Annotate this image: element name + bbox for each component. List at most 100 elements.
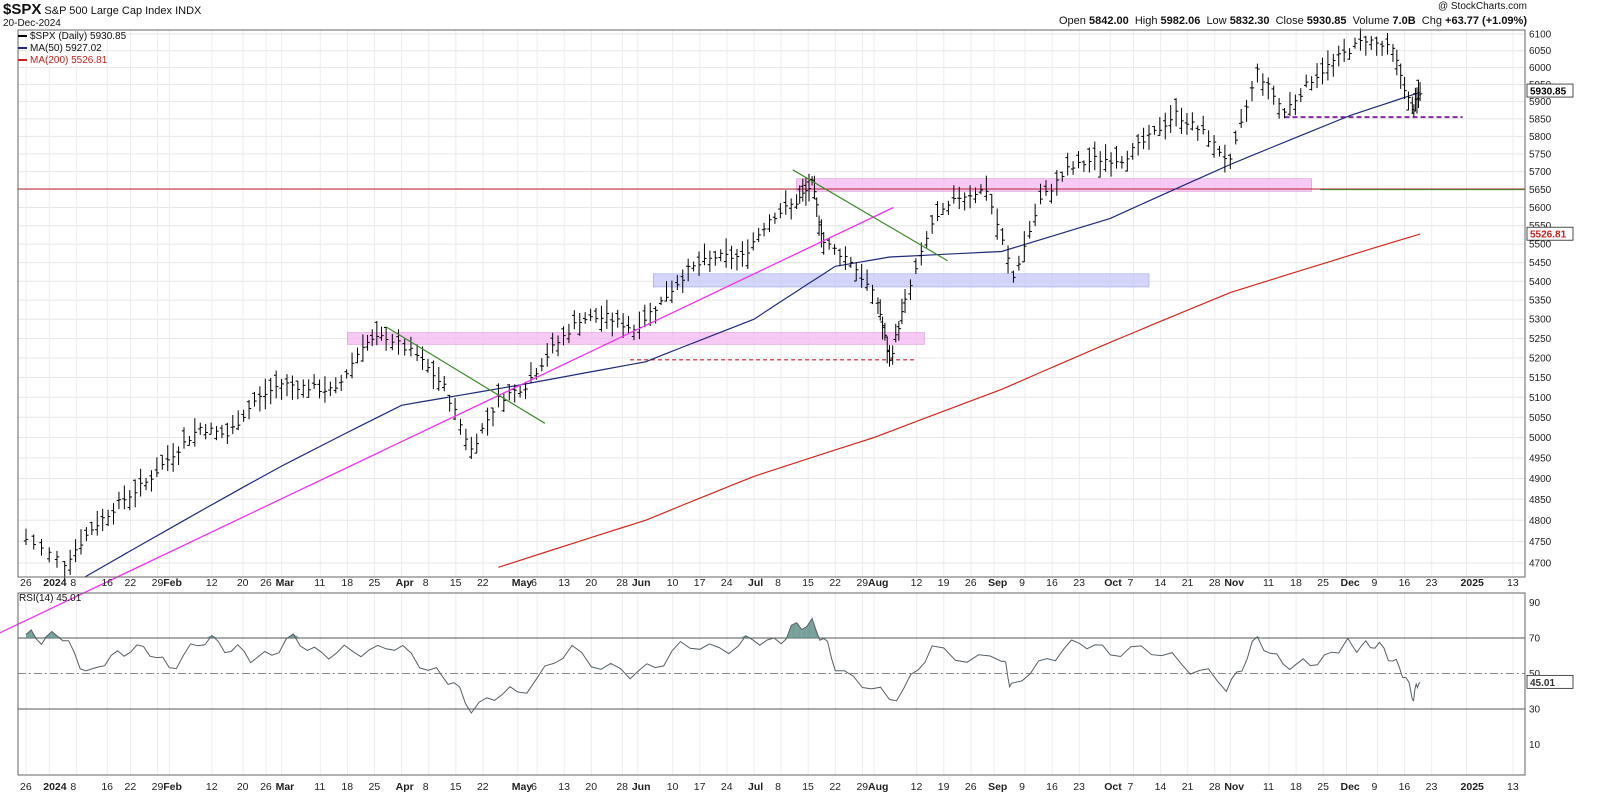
rsi-overbought-fill [812,618,816,638]
close-label: Close [1275,15,1304,27]
date-tick-label: 11 [1263,577,1274,589]
price-tick-label: 5800 [1529,132,1552,143]
moving-averages [83,91,1421,577]
price-tick-label: 5450 [1529,258,1552,269]
date-tick-label: 6 [531,577,537,589]
rsi-tick-label: 90 [1529,598,1541,609]
legend-swatch [18,47,27,50]
price-tick-label: 5300 [1529,315,1552,326]
horizontal-lines [18,116,1525,361]
date-tick-label: 29 [856,577,868,589]
date-tick-label: 7 [1128,781,1134,793]
price-tick-label: 4700 [1529,559,1552,570]
date-tick-label: Mar [276,781,295,793]
date-tick-label: 26 [965,781,977,793]
rsi-tick-label: 30 [1529,705,1541,716]
date-tick-label: 28 [1209,781,1221,793]
date-tick-label: 9 [1019,781,1025,793]
price-tick-label: 5750 [1529,149,1552,160]
rsi-value-tag: 45.01 [1530,678,1555,689]
date-tick-label: 17 [694,781,706,793]
frame [17,29,1526,776]
date-tick-label: 22 [125,781,137,793]
date-tick-label: 10 [667,577,679,589]
date-tick-label: Jul [748,781,763,793]
date-tick-label: 2025 [1461,577,1485,589]
date-tick-label: Dec [1340,577,1359,589]
rsi-panel [18,617,1525,714]
price-tick-label: 4750 [1529,537,1552,548]
exchange: INDX [175,5,202,17]
rsi-tick-label: 50 [1529,669,1541,680]
date-tick-label: 23 [1426,577,1438,589]
index-name: S&P 500 Large Cap Index [44,5,173,17]
legend-price-text: $SPX (Daily) 5930.85 [30,31,127,42]
date-tick-label: Oct [1104,577,1122,589]
date-tick-label: 18 [341,781,353,793]
rsi-value-tag-box [1526,674,1574,689]
date-tick-label: 18 [1290,577,1302,589]
date-tick-label: 23 [1073,781,1085,793]
price-tick-label: 5500 [1529,240,1552,251]
ohlc-readout: Open 5842.00 High 5982.06 Low 5832.30 Cl… [1059,15,1527,27]
date-tick-label: 29 [152,781,164,793]
date-tick-label: 25 [1317,781,1329,793]
date-tick-label: 8 [70,781,76,793]
ma200-line [498,233,1421,568]
date-tick-label: Mar [276,577,295,589]
price-tick-label: 6000 [1529,63,1552,74]
chg-label: Chg [1421,15,1442,27]
rsi-overbought-fill [806,618,813,638]
close-value-tag: 5930.85 [1530,87,1567,98]
date-tick-label: Apr [396,781,414,793]
rsi-overbought-fill [1257,636,1264,638]
date-tick-label: 28 [616,781,628,793]
date-tick-label: Jun [632,577,651,589]
date-tick-label: 9 [1371,577,1377,589]
date-tick-label: 9 [1371,781,1377,793]
price-tick-label: 5000 [1529,433,1552,444]
date-tick-label: 21 [1182,577,1194,589]
date-tick-label: 11 [314,781,325,793]
price-tick-label: 5700 [1529,167,1552,178]
volume-label: Volume [1352,15,1390,27]
zones [347,178,1312,345]
price-tick-label: 4800 [1529,516,1552,527]
price-tick-label: 4850 [1529,495,1552,506]
date-tick-label: May [512,781,533,793]
ma200-value-tag-box [1526,226,1574,241]
date-tick-label: 8 [423,577,429,589]
price-tick-label: 5850 [1529,114,1552,125]
price-tick-label: 6100 [1529,30,1552,41]
legend-ma200: MA(200) 5526.81 [18,55,107,66]
watermark: @ StockCharts.com [1437,1,1527,12]
date-tick-label: 8 [423,781,429,793]
chart-title: $SPX S&P 500 Large Cap Index INDX [3,1,201,18]
date-tick-label: 15 [450,781,462,793]
date-tick-label: 22 [477,577,489,589]
date-tick-label: 13 [558,577,570,589]
date-tick-label: 25 [369,781,381,793]
high-label: High [1134,15,1158,27]
legend-swatch [18,59,27,62]
date-tick-label: Nov [1224,781,1244,793]
rsi-overbought-fill [791,622,797,638]
date-tick-label: 17 [694,577,706,589]
date-tick-label: 19 [938,577,950,589]
high-value: 5982.06 [1160,15,1201,27]
date-tick-label: 23 [1073,577,1085,589]
zone-rect [653,273,1150,288]
date-tick-label: Dec [1340,781,1359,793]
date-tick-label: 13 [1507,577,1519,589]
price-tick-label: 5400 [1529,277,1552,288]
date-tick-label: 12 [911,781,923,793]
rsi-overbought-fill [26,629,32,638]
date-tick-label: 18 [341,577,353,589]
volume-value: 7.0B [1392,15,1416,27]
date-tick-label: 26 [20,781,32,793]
date-tick-label: Feb [163,577,182,589]
price-tick-label: 5900 [1529,97,1552,108]
price-tick-label: 5200 [1529,353,1552,364]
price-tick-label: 5150 [1529,373,1552,384]
